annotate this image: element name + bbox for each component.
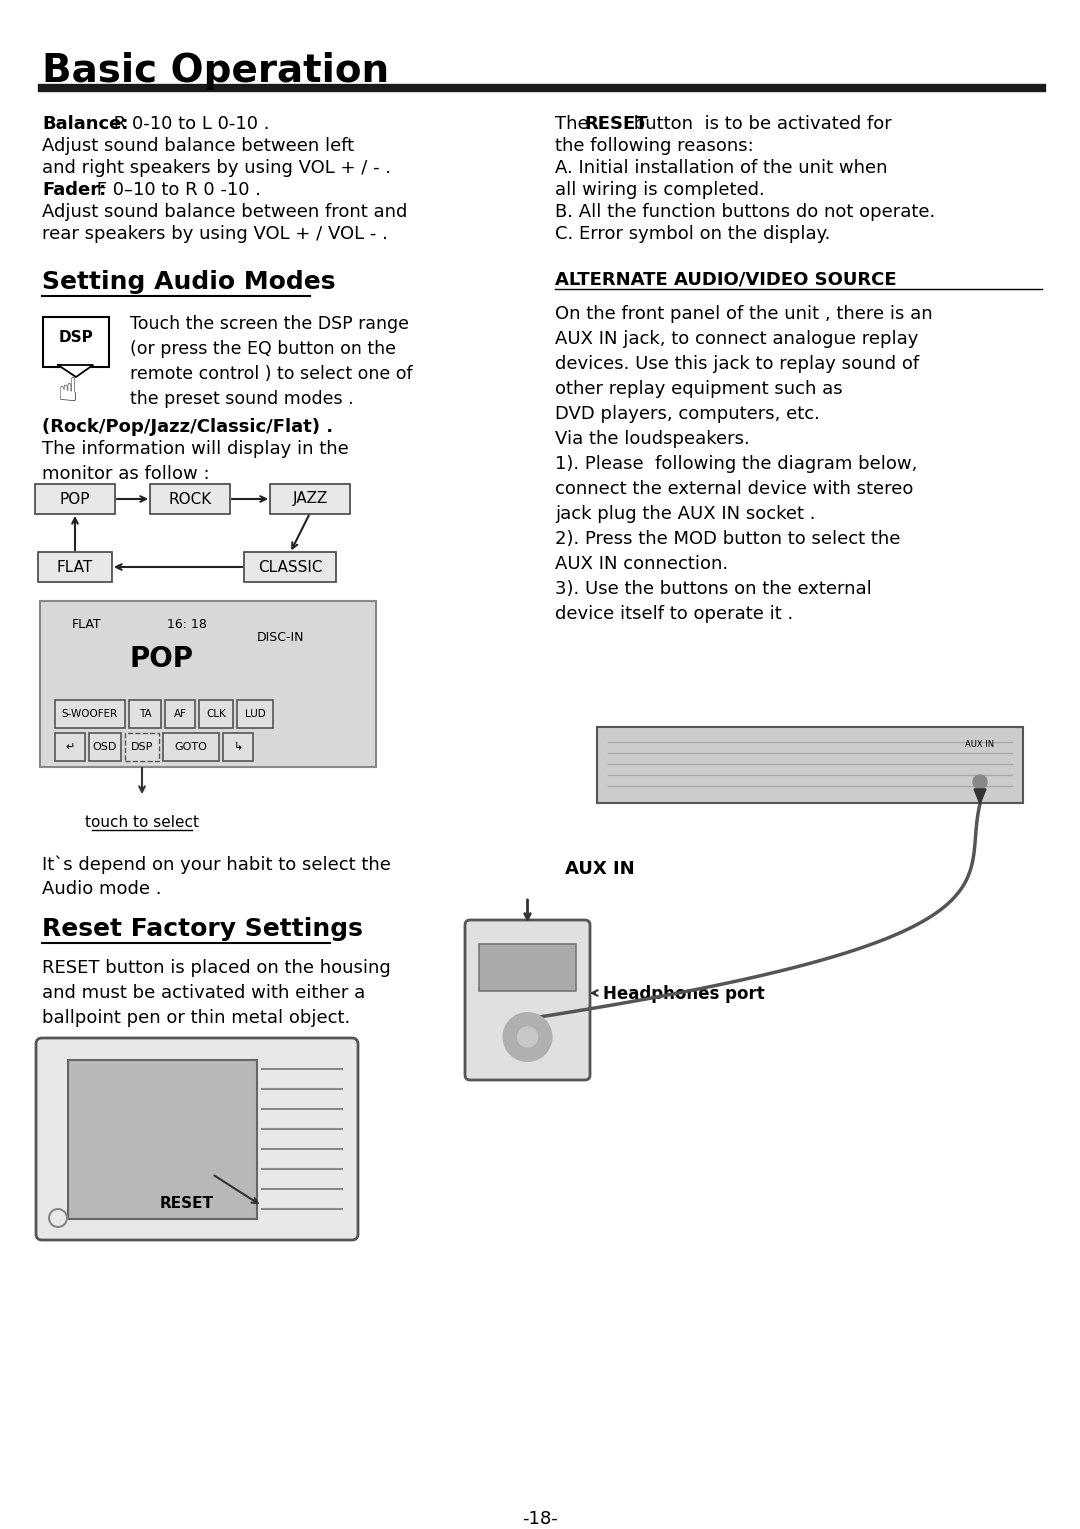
Text: RESET: RESET <box>160 1196 214 1211</box>
Text: On the front panel of the unit , there is an
AUX IN jack, to connect analogue re: On the front panel of the unit , there i… <box>555 304 933 622</box>
Text: and right speakers by using VOL + / - .: and right speakers by using VOL + / - . <box>42 159 391 177</box>
Text: JAZZ: JAZZ <box>293 491 327 506</box>
Text: AF: AF <box>174 709 187 719</box>
Text: ALTERNATE AUDIO/VIDEO SOURCE: ALTERNATE AUDIO/VIDEO SOURCE <box>555 271 896 287</box>
Text: (Rock/Pop/Jazz/Classic/Flat) .: (Rock/Pop/Jazz/Classic/Flat) . <box>42 417 333 436</box>
Circle shape <box>973 775 987 789</box>
Circle shape <box>503 1014 552 1061</box>
Text: RESET button is placed on the housing
and must be activated with either a
ballpo: RESET button is placed on the housing an… <box>42 959 391 1027</box>
FancyBboxPatch shape <box>597 726 1023 803</box>
Text: POP: POP <box>59 491 91 506</box>
Text: CLK: CLK <box>206 709 226 719</box>
Text: GOTO: GOTO <box>175 742 207 752</box>
Text: S-WOOFER: S-WOOFER <box>62 709 118 719</box>
FancyBboxPatch shape <box>125 732 159 761</box>
Text: Touch the screen the DSP range
(or press the EQ button on the
remote control ) t: Touch the screen the DSP range (or press… <box>130 315 413 408</box>
Text: Fader:: Fader: <box>42 180 106 199</box>
FancyBboxPatch shape <box>165 700 195 728</box>
Text: Balance:: Balance: <box>42 115 129 133</box>
Text: DISC-IN: DISC-IN <box>257 631 305 644</box>
Text: CLASSIC: CLASSIC <box>258 560 322 575</box>
Text: TA: TA <box>138 709 151 719</box>
Text: touch to select: touch to select <box>85 815 199 830</box>
FancyBboxPatch shape <box>36 1038 357 1240</box>
Text: 16: 18: 16: 18 <box>167 618 207 631</box>
FancyBboxPatch shape <box>89 732 121 761</box>
FancyBboxPatch shape <box>244 552 336 583</box>
Text: DSP: DSP <box>131 742 153 752</box>
FancyBboxPatch shape <box>163 732 219 761</box>
Text: FLAT: FLAT <box>72 618 102 631</box>
Text: ☝: ☝ <box>58 375 78 408</box>
FancyBboxPatch shape <box>68 1060 257 1219</box>
Text: FLAT: FLAT <box>57 560 93 575</box>
FancyBboxPatch shape <box>270 485 350 514</box>
FancyBboxPatch shape <box>35 485 114 514</box>
Text: POP: POP <box>130 645 194 673</box>
Text: Reset Factory Settings: Reset Factory Settings <box>42 917 363 940</box>
Text: AUX IN: AUX IN <box>966 740 995 749</box>
FancyBboxPatch shape <box>40 601 376 768</box>
FancyBboxPatch shape <box>465 920 590 1079</box>
Text: Setting Audio Modes: Setting Audio Modes <box>42 271 336 294</box>
FancyBboxPatch shape <box>55 732 85 761</box>
FancyBboxPatch shape <box>129 700 161 728</box>
Polygon shape <box>974 789 986 804</box>
Text: Headphones port: Headphones port <box>603 985 765 1003</box>
Text: ↳: ↳ <box>233 742 243 752</box>
Text: AUX IN: AUX IN <box>565 859 635 878</box>
Text: RESET: RESET <box>584 115 648 133</box>
Text: B. All the function buttons do not operate.: B. All the function buttons do not opera… <box>555 203 935 222</box>
FancyBboxPatch shape <box>222 732 253 761</box>
FancyBboxPatch shape <box>38 552 112 583</box>
FancyBboxPatch shape <box>480 943 576 991</box>
FancyBboxPatch shape <box>55 700 125 728</box>
Text: The information will display in the
monitor as follow :: The information will display in the moni… <box>42 440 349 483</box>
Text: It`s depend on your habit to select the
Audio mode .: It`s depend on your habit to select the … <box>42 855 391 899</box>
Text: DSP: DSP <box>58 330 93 344</box>
Text: -18-: -18- <box>522 1511 558 1527</box>
Text: ROCK: ROCK <box>168 491 212 506</box>
Text: Adjust sound balance between left: Adjust sound balance between left <box>42 138 354 154</box>
Text: Adjust sound balance between front and: Adjust sound balance between front and <box>42 203 407 222</box>
Text: all wiring is completed.: all wiring is completed. <box>555 180 765 199</box>
Circle shape <box>517 1027 538 1047</box>
Text: R 0-10 to L 0-10 .: R 0-10 to L 0-10 . <box>108 115 269 133</box>
Text: OSD: OSD <box>93 742 118 752</box>
FancyBboxPatch shape <box>150 485 230 514</box>
Text: rear speakers by using VOL + / VOL - .: rear speakers by using VOL + / VOL - . <box>42 225 388 243</box>
Text: A. Initial installation of the unit when: A. Initial installation of the unit when <box>555 159 888 177</box>
Text: C. Error symbol on the display.: C. Error symbol on the display. <box>555 225 831 243</box>
Polygon shape <box>58 365 93 378</box>
Text: The: The <box>555 115 594 133</box>
FancyBboxPatch shape <box>43 317 109 367</box>
Text: ↵: ↵ <box>65 742 75 752</box>
FancyBboxPatch shape <box>237 700 273 728</box>
Text: Basic Operation: Basic Operation <box>42 52 389 90</box>
Text: button  is to be activated for: button is to be activated for <box>629 115 892 133</box>
FancyBboxPatch shape <box>199 700 233 728</box>
Text: F 0–10 to R 0 -10 .: F 0–10 to R 0 -10 . <box>91 180 261 199</box>
Text: the following reasons:: the following reasons: <box>555 138 754 154</box>
Text: LUD: LUD <box>245 709 266 719</box>
